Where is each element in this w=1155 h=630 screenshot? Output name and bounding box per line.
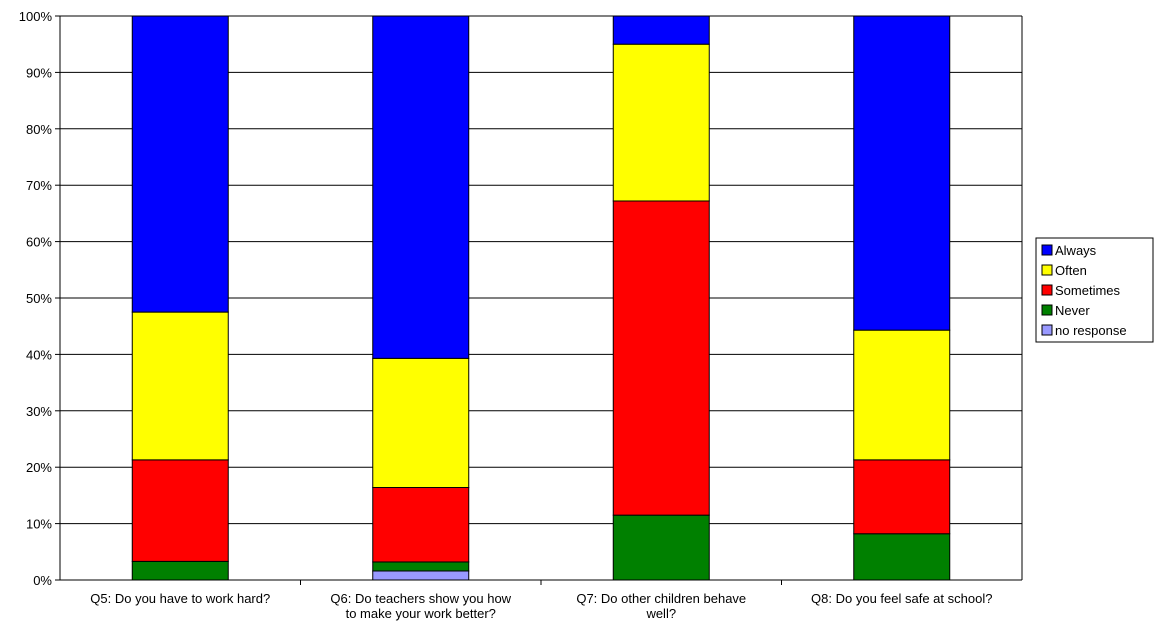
y-tick-label: 20% xyxy=(26,460,52,475)
bar-segment-always xyxy=(612,15,710,45)
bar-segment-often xyxy=(853,329,951,461)
y-tick-label: 80% xyxy=(26,122,52,137)
legend-entry: Never xyxy=(1055,303,1090,318)
x-tick-label: Q8: Do you feel safe at school? xyxy=(811,591,992,606)
y-tick-label: 40% xyxy=(26,347,52,362)
y-tick-label: 60% xyxy=(26,235,52,250)
y-tick-label: 30% xyxy=(26,404,52,419)
x-tick-label: to make your work better? xyxy=(346,606,496,621)
bar-segment-sometimes xyxy=(853,459,951,535)
legend-entry: Always xyxy=(1055,243,1097,258)
legend-swatch xyxy=(1041,304,1053,316)
bar-segment-always xyxy=(853,15,951,331)
y-tick-label: 10% xyxy=(26,517,52,532)
bar-segment-always xyxy=(372,15,470,359)
legend: Always Often Sometimes Never no response xyxy=(1035,237,1154,343)
bar-segment-often xyxy=(372,357,470,489)
bar-segment-never xyxy=(131,560,229,581)
legend-entry: Sometimes xyxy=(1055,283,1121,298)
bar-segment-often xyxy=(612,43,710,202)
bar-segment-sometimes xyxy=(131,459,229,562)
x-tick-label: well? xyxy=(645,606,676,621)
legend-entry: no response xyxy=(1055,323,1127,338)
legend-box xyxy=(1035,237,1154,343)
y-axis: 0% 10% 20% 30% 40% 50% 60% 70% 80% 90% 100% xyxy=(19,9,61,588)
bar-segment-sometimes xyxy=(612,200,710,516)
bar-segment-no-response xyxy=(372,570,470,581)
legend-entry: Often xyxy=(1055,263,1087,278)
bar-segment-often xyxy=(131,311,229,461)
x-tick-label: Q5: Do you have to work hard? xyxy=(90,591,270,606)
legend-swatch xyxy=(1041,324,1053,336)
bar-segment-sometimes xyxy=(372,487,470,563)
bar-segment-never xyxy=(372,561,470,572)
bar-segment-never xyxy=(612,514,710,581)
y-tick-label: 100% xyxy=(19,9,53,24)
legend-swatch xyxy=(1041,284,1053,296)
y-tick-label: 0% xyxy=(33,573,52,588)
x-tick-label: Q6: Do teachers show you how xyxy=(330,591,511,606)
x-axis: Q5: Do you have to work hard? Q6: Do teac… xyxy=(60,579,1022,621)
legend-swatch xyxy=(1041,244,1053,256)
y-tick-label: 70% xyxy=(26,178,52,193)
bar-segment-always xyxy=(131,15,229,313)
bars xyxy=(131,15,951,581)
y-tick-label: 50% xyxy=(26,291,52,306)
legend-swatch xyxy=(1041,264,1053,276)
bar-segment-never xyxy=(853,533,951,581)
x-tick-label: Q7: Do other children behave xyxy=(576,591,746,606)
y-tick-label: 90% xyxy=(26,65,52,80)
